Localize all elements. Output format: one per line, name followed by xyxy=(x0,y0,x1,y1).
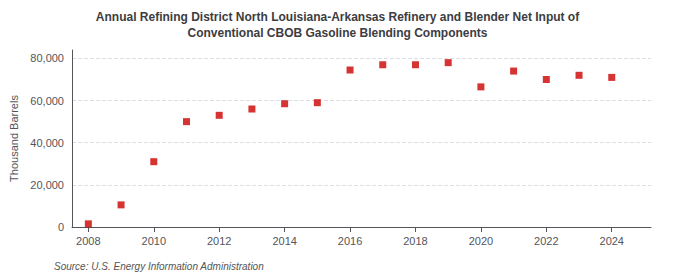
svg-text:40,000: 40,000 xyxy=(30,137,64,149)
svg-text:0: 0 xyxy=(58,221,64,233)
svg-text:2022: 2022 xyxy=(534,235,558,247)
svg-text:2020: 2020 xyxy=(469,235,493,247)
svg-text:2018: 2018 xyxy=(403,235,427,247)
svg-text:Source: U.S. Energy Informatio: Source: U.S. Energy Information Administ… xyxy=(54,261,264,272)
svg-text:20,000: 20,000 xyxy=(30,179,64,191)
svg-text:2014: 2014 xyxy=(272,235,296,247)
svg-text:Conventional CBOB Gasoline Ble: Conventional CBOB Gasoline Blending Comp… xyxy=(187,26,487,40)
svg-text:80,000: 80,000 xyxy=(30,52,64,64)
svg-text:60,000: 60,000 xyxy=(30,95,64,107)
svg-text:Thousand Barrels: Thousand Barrels xyxy=(8,95,20,182)
svg-text:2024: 2024 xyxy=(600,235,624,247)
svg-text:2010: 2010 xyxy=(142,235,166,247)
svg-text:2008: 2008 xyxy=(76,235,100,247)
svg-text:Annual Refining District North: Annual Refining District North Louisiana… xyxy=(96,10,580,24)
svg-text:2012: 2012 xyxy=(207,235,231,247)
svg-text:2016: 2016 xyxy=(338,235,362,247)
